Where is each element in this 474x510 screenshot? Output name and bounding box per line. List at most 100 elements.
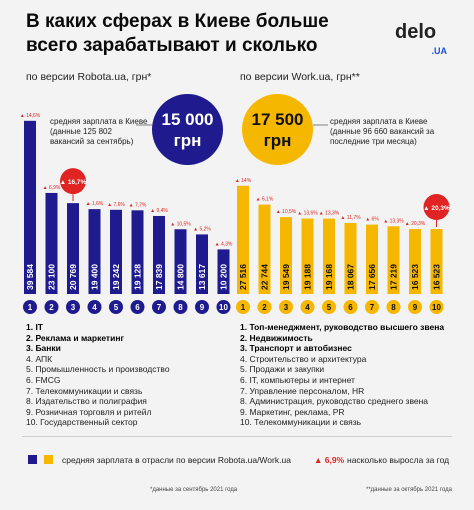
left-bar (153, 215, 165, 294)
left-bar-value-label: 14 800 (176, 264, 186, 290)
left-bar (174, 229, 187, 294)
right-bar-value-label: 18 067 (346, 264, 356, 290)
left-bar (88, 209, 101, 294)
footnote-left: *данные за сентябрь 2021 года (150, 487, 238, 493)
left-growth-label: ▲ 7,7% (129, 202, 147, 208)
list-item: 4. Строительство и архитектура (240, 353, 367, 364)
right-growth-label: ▲ 6,1% (256, 197, 274, 203)
right-rank-circle (279, 300, 293, 314)
right-description: средняя зарплата в Киеве (данные 96 660 … (330, 117, 435, 146)
left-growth-badge (60, 168, 86, 195)
left-rank-circle (195, 300, 209, 314)
left-bar-value-label: 10 200 (219, 264, 229, 290)
right-growth-label: ▲ 6% (365, 217, 379, 223)
left-growth-label: ▲ 14,6% (20, 113, 41, 119)
left-bar-value-label: 20 769 (68, 264, 78, 290)
legend-swatch-work (44, 455, 53, 464)
list-item: 1. IT (26, 322, 44, 332)
right-average-circle: 17 500 грн (242, 94, 313, 165)
right-bar (344, 222, 357, 294)
logo-main: delo (395, 21, 437, 43)
left-bar-value-label: 39 584 (25, 264, 35, 290)
list-item: 7. Управление персоналом, HR (240, 385, 365, 396)
list-item: 1. Топ-менеджмент, руководство высшего з… (240, 322, 445, 332)
left-growth-label: ▲ 9,4% (150, 208, 168, 214)
right-bar (258, 204, 271, 294)
logo-sub: .UA (431, 46, 448, 56)
left-growth-label: ▲ 1,6% (86, 201, 104, 207)
left-rank-circle (216, 300, 231, 314)
right-growth-label: ▲ 20,3% (423, 205, 450, 212)
right-rank-label: 6 (348, 303, 353, 312)
left-rank-label: 8 (178, 303, 183, 312)
legend-swatch-robota (28, 455, 37, 464)
left-bar (110, 209, 122, 294)
list-item: 3. Банки (26, 343, 61, 354)
right-rank-label: 5 (327, 303, 332, 312)
left-rank-circle (152, 300, 166, 314)
list-item: 2. Недвижимость (240, 332, 313, 343)
left-bar-value-label: 19 400 (90, 264, 100, 290)
right-rank-circle (408, 300, 422, 314)
left-growth-label: ▲ 7,6% (107, 202, 125, 208)
left-rank-label: 2 (49, 303, 54, 312)
left-growth-label: ▲ 10,5% (170, 221, 191, 227)
right-bar-value-label: 27 516 (238, 264, 248, 290)
right-rank-label: 9 (413, 303, 418, 312)
left-bar-value-label: 23 100 (47, 264, 57, 290)
delo-logo: delo .UA (395, 21, 447, 56)
left-average: 15 000 грн (161, 109, 214, 150)
left-rank-label: 4 (92, 303, 97, 312)
list-item: 8. Издательство и полиграфия (26, 396, 147, 407)
right-bar-value-label: 16 523 (432, 264, 442, 290)
left-rank-label: 10 (219, 303, 228, 312)
left-rank-circle (109, 300, 123, 314)
right-rank-label: 1 (241, 303, 246, 312)
right-rank-label: 3 (284, 303, 289, 312)
right-rank-circle (365, 300, 379, 314)
right-growth-label: ▲ 20,3% (405, 221, 426, 227)
left-rank-circle (130, 300, 145, 314)
left-bar (67, 203, 79, 294)
left-growth-label: ▲ 6,9% (43, 185, 61, 191)
right-growth-label: ▲ 11,7% (340, 215, 361, 221)
left-rank-label: 9 (200, 303, 205, 312)
list-item: 10. Телекоммуникации и связь (240, 417, 362, 428)
right-bar-value-label: 19 188 (303, 264, 313, 290)
left-bar (131, 210, 144, 294)
left-bar-value-label: 19 128 (133, 264, 143, 290)
list-item: 8. Администрация, руководство среднего з… (240, 396, 429, 407)
list-item: 5. Продажи и закупки (240, 364, 325, 375)
left-growth-label: ▲ 16,7% (60, 179, 87, 186)
left-bar (196, 234, 208, 294)
right-rank-label: 8 (391, 303, 396, 312)
left-growth-label: ▲ 5,2% (193, 226, 211, 232)
right-rank-circle (236, 300, 250, 314)
right-rank-label: 7 (370, 303, 375, 312)
divider (22, 436, 452, 437)
right-rank-circle (322, 300, 336, 314)
right-bar-value-label: 16 523 (410, 264, 420, 290)
list-item: 3. Транспорт и автобизнес (240, 343, 352, 354)
list-item: 10. Государственный сектор (26, 417, 138, 428)
right-bar-value-label: 17 656 (367, 264, 377, 290)
footnote-right: **данные за октябрь 2021 года (366, 487, 452, 493)
right-average: 17 500 грн (251, 109, 304, 150)
list-item: 4. АПК (26, 353, 53, 364)
left-heading: по версии Robota.ua, грн* (26, 71, 152, 83)
list-item: 2. Реклама и маркетинг (26, 332, 124, 343)
left-rank-circle (44, 300, 59, 314)
left-bar-value-label: 17 839 (154, 264, 164, 290)
left-growth-label: ▲ 4,3% (215, 241, 233, 247)
right-bar (430, 229, 443, 294)
left-rank-circle (66, 300, 80, 314)
list-item: 6. IT, компьютеры и интернет (240, 374, 355, 385)
page-title: В каких сферах в Киеве больше всего зара… (26, 11, 329, 56)
right-bar-value-label: 22 744 (260, 264, 270, 290)
right-rank-label: 10 (432, 303, 441, 312)
list-item: 6. FMCG (26, 374, 61, 385)
right-rank-circle (257, 300, 272, 314)
right-bar (237, 185, 249, 294)
left-bar-value-label: 19 242 (111, 264, 121, 290)
left-average-circle: 15 000 грн (152, 94, 223, 165)
